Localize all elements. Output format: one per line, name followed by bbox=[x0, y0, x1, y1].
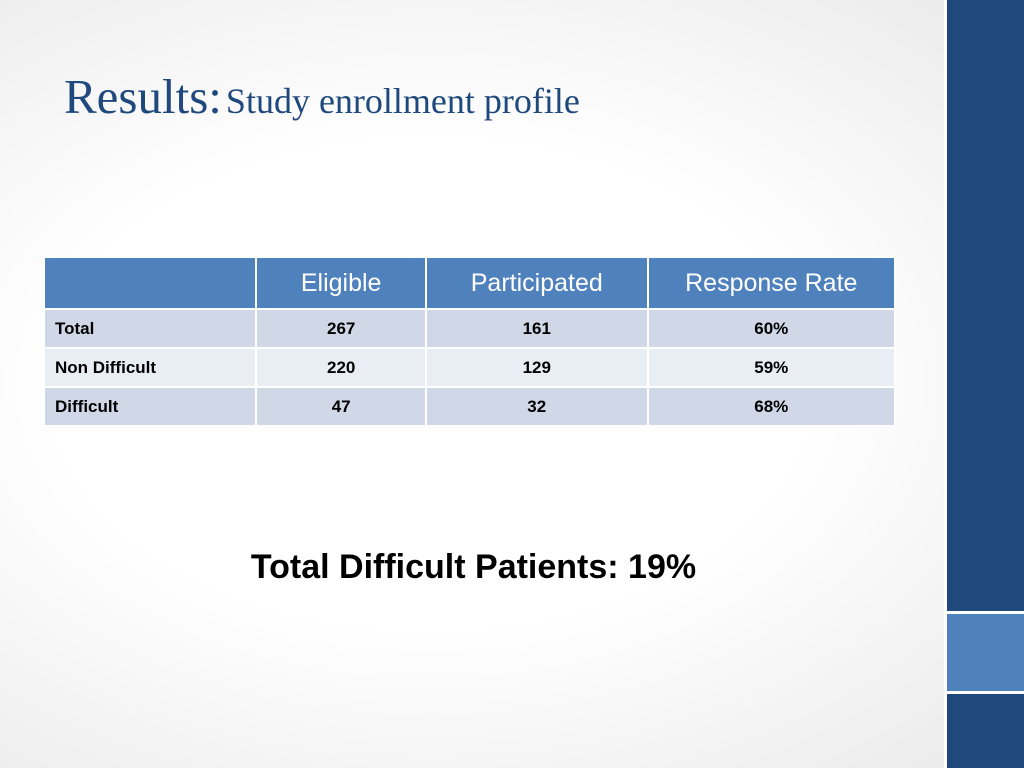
header-response-rate: Response Rate bbox=[646, 256, 897, 310]
table-row: Non Difficult 220 129 59% bbox=[42, 347, 897, 388]
table-row: Difficult 47 32 68% bbox=[42, 386, 897, 427]
table-header-row: Eligible Participated Response Rate bbox=[42, 256, 897, 310]
row-label: Difficult bbox=[42, 386, 258, 427]
response-rate-cell: 59% bbox=[646, 347, 897, 388]
participated-cell: 32 bbox=[424, 386, 649, 427]
participated-cell: 161 bbox=[424, 308, 649, 349]
response-rate-cell: 60% bbox=[646, 308, 897, 349]
summary-text: Total Difficult Patients: 19% bbox=[250, 548, 697, 586]
accent-divider-top bbox=[947, 611, 1024, 614]
accent-divider-bottom bbox=[947, 691, 1024, 694]
eligible-cell: 47 bbox=[255, 386, 427, 427]
response-rate-cell: 68% bbox=[646, 386, 897, 427]
side-bar-accent-block bbox=[947, 614, 1024, 691]
row-label: Non Difficult bbox=[42, 347, 258, 388]
header-blank bbox=[42, 256, 258, 310]
enrollment-table: Eligible Participated Response Rate Tota… bbox=[42, 256, 897, 427]
table-row: Total 267 161 60% bbox=[42, 308, 897, 349]
eligible-cell: 267 bbox=[255, 308, 427, 349]
header-participated: Participated bbox=[424, 256, 649, 310]
title-main: Results: bbox=[64, 69, 222, 124]
participated-cell: 129 bbox=[424, 347, 649, 388]
title-subtitle: Study enrollment profile bbox=[225, 81, 580, 121]
eligible-cell: 220 bbox=[255, 347, 427, 388]
row-label: Total bbox=[42, 308, 258, 349]
header-eligible: Eligible bbox=[255, 256, 427, 310]
slide-title: Results: Study enrollment profile bbox=[64, 68, 580, 125]
side-bar-divider bbox=[944, 0, 947, 768]
